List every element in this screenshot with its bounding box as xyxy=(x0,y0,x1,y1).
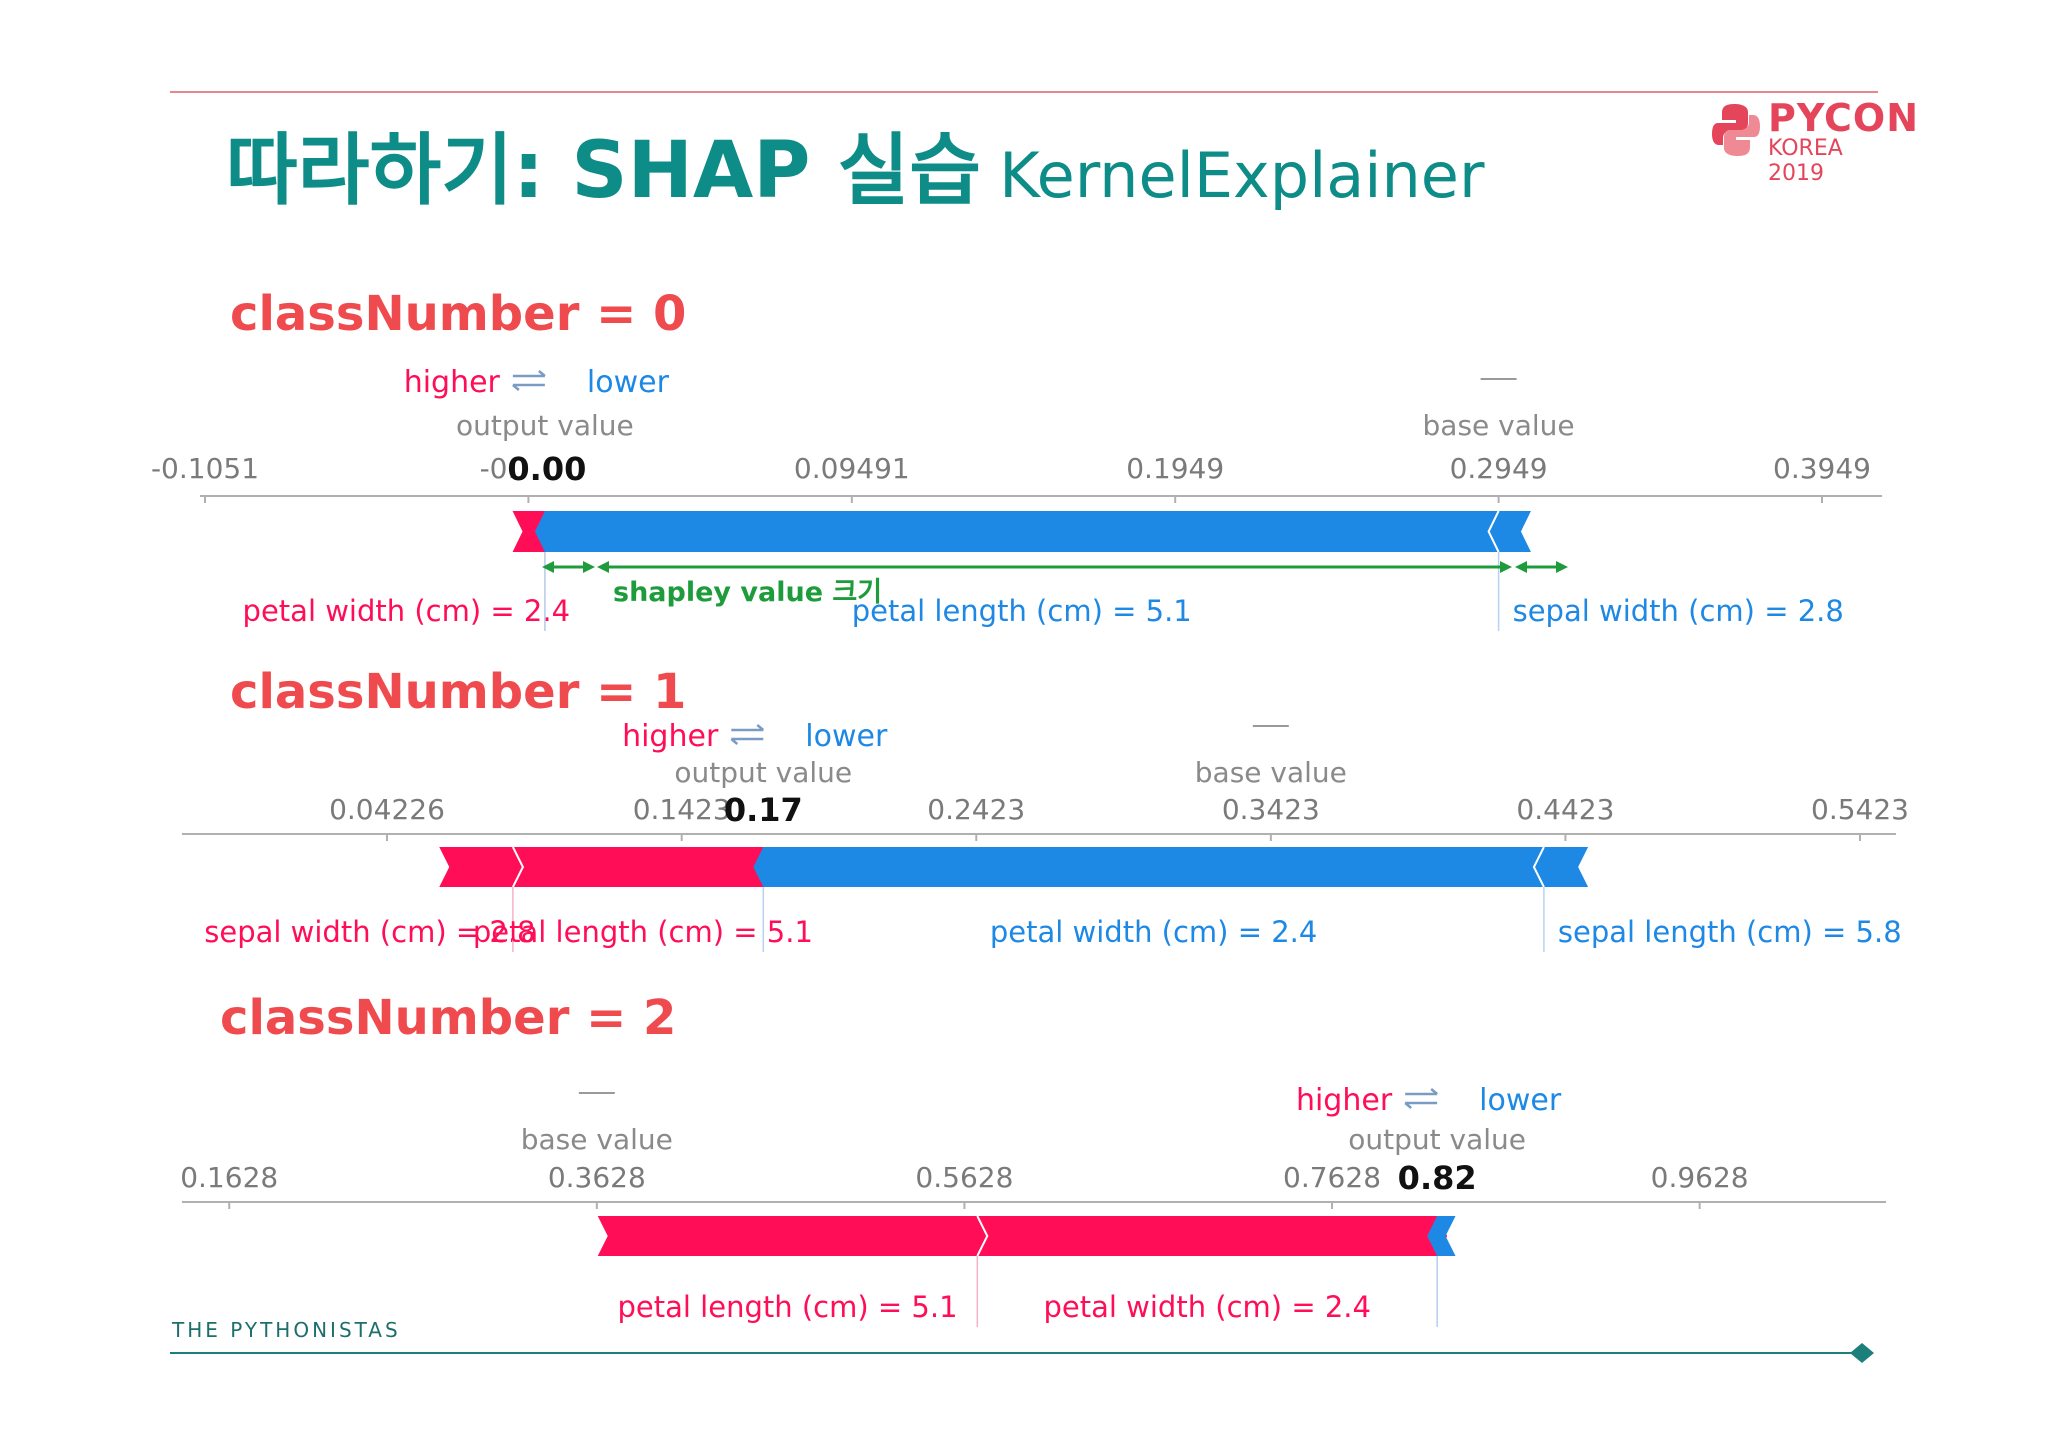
base-value-caption: base value xyxy=(521,1123,673,1156)
tick-label: 0.3423 xyxy=(1222,793,1320,826)
page-title-sub: KernelExplainer xyxy=(999,139,1485,212)
class-label-2: classNumber = 2 xyxy=(220,990,677,1046)
higher-label: higher xyxy=(404,365,501,400)
tick-label: 0.2423 xyxy=(927,793,1025,826)
output-value-number: 0.17 xyxy=(724,791,803,829)
tick-label: 0.5423 xyxy=(1811,793,1909,826)
feature-label-positive: petal length (cm) = 5.1 xyxy=(473,915,813,949)
tick-label: -0.1051 xyxy=(151,452,259,485)
bar-divider xyxy=(1532,846,1545,888)
page-title-main: 따라하기: SHAP 실습 xyxy=(226,126,982,216)
lower-label: lower xyxy=(1479,1083,1562,1118)
feature-label-positive: petal width (cm) = 2.4 xyxy=(1043,1290,1371,1324)
higher-label: higher xyxy=(1296,1083,1393,1118)
tick-label: 0.5628 xyxy=(915,1161,1013,1194)
bar-divider xyxy=(512,846,525,888)
pycon-logo: PYCON KOREA 2019 xyxy=(1712,96,1918,186)
tick-label: 0.1423 xyxy=(633,793,731,826)
tick-label: 0.1949 xyxy=(1126,452,1224,485)
output-value-number: 0.00 xyxy=(507,450,586,488)
tick-label: 0.7628 xyxy=(1283,1161,1381,1194)
negative-force-bar xyxy=(1533,847,1589,887)
feature-label-positive: petal length (cm) = 5.1 xyxy=(618,1290,958,1324)
negative-force-bar xyxy=(1488,511,1531,552)
annotation-arrow-small-left-head xyxy=(542,561,554,573)
annotation-arrow-small-left-head xyxy=(583,561,595,573)
output-value-number: 0.82 xyxy=(1398,1159,1477,1197)
positive-force-bar xyxy=(439,847,523,887)
lower-label: lower xyxy=(805,719,888,754)
bottom-rule-star-icon xyxy=(1850,1343,1874,1363)
higher-label: higher xyxy=(622,719,719,754)
feature-label-negative: sepal length (cm) = 5.8 xyxy=(1558,915,1902,949)
tick-label: -0. xyxy=(480,452,517,485)
feature-label-positive: petal width (cm) = 2.4 xyxy=(243,594,571,628)
output-value-caption: output value xyxy=(674,756,852,789)
swap-arrows-icon xyxy=(512,370,546,391)
feature-label-negative: petal length (cm) = 5.1 xyxy=(852,594,1192,628)
tick-label: 0.4423 xyxy=(1516,793,1614,826)
tick-label: 0.04226 xyxy=(329,793,445,826)
negative-force-bar xyxy=(753,847,1544,887)
base-value-caption: base value xyxy=(1195,756,1347,789)
tick-label: 0.1628 xyxy=(180,1161,278,1194)
feature-label-negative: sepal width (cm) = 2.8 xyxy=(1513,594,1844,628)
output-value-caption: output value xyxy=(1348,1123,1526,1156)
positive-force-bar xyxy=(977,1216,1448,1256)
footer-logo-text: THE PYTHONISTAS xyxy=(172,1318,401,1342)
python-logo-icon xyxy=(1712,104,1760,156)
logo-pycon-text: PYCON xyxy=(1768,96,1920,140)
annotation-text: shapley value 크기 xyxy=(613,577,882,608)
annotation-arrow-main-head xyxy=(597,561,609,573)
positive-force-bar xyxy=(597,1216,988,1256)
base-value-caption: base value xyxy=(1423,409,1575,442)
tick-label: 0.3949 xyxy=(1773,452,1871,485)
annotation-arrow-main-head xyxy=(1500,561,1512,573)
class-label-1: classNumber = 1 xyxy=(230,664,687,720)
bar-divider xyxy=(1487,510,1500,553)
feature-label-negative: petal width (cm) = 2.4 xyxy=(990,915,1318,949)
feature-label-positive: sepal width (cm) = 2.8 xyxy=(204,915,535,949)
class-label-0: classNumber = 0 xyxy=(230,286,687,342)
swap-arrows-icon xyxy=(730,724,765,745)
tick-label: 0.3628 xyxy=(548,1161,646,1194)
annotation-arrow-small-right-head xyxy=(1556,561,1568,573)
tick-label: 0.2949 xyxy=(1450,452,1548,485)
bar-divider xyxy=(976,1215,989,1257)
negative-force-bar xyxy=(1427,1216,1456,1256)
negative-force-bar xyxy=(534,511,1499,552)
output-value-caption: output value xyxy=(456,409,634,442)
lower-label: lower xyxy=(587,365,670,400)
tick-label: 0.9628 xyxy=(1651,1161,1749,1194)
tick-label: 0.09491 xyxy=(794,452,910,485)
page-title: 따라하기: SHAP 실습 KernelExplainer xyxy=(226,108,1484,220)
positive-force-bar xyxy=(512,847,774,887)
logo-korea-text: KOREA 2019 xyxy=(1768,136,1843,186)
swap-arrows-icon xyxy=(1404,1088,1438,1109)
annotation-arrow-small-right-head xyxy=(1515,561,1527,573)
